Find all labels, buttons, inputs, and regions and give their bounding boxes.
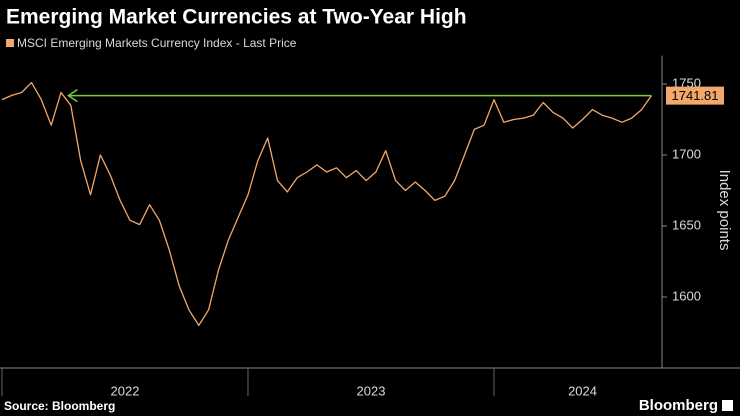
y-tick-label: 1600 <box>672 288 701 303</box>
y-axis-label: Index points <box>716 170 733 251</box>
legend-label: MSCI Emerging Markets Currency Index - L… <box>17 36 297 50</box>
x-tick-label: 2022 <box>111 383 140 398</box>
source: Source: Bloomberg <box>4 399 115 413</box>
chart-title: Emerging Market Currencies at Two-Year H… <box>6 6 467 29</box>
brand: Bloomberg <box>639 397 718 414</box>
x-tick-label: 2023 <box>357 383 386 398</box>
x-tick-label: 2024 <box>568 383 597 398</box>
y-tick-label: 1700 <box>672 146 701 161</box>
last-value-box <box>666 86 724 105</box>
reference-arrow <box>67 89 78 103</box>
legend-swatch <box>6 39 14 47</box>
brand-icon <box>722 400 733 411</box>
last-value-label: 1741.81 <box>672 88 719 103</box>
y-tick-label: 1650 <box>672 217 701 232</box>
series-line <box>1 81 652 327</box>
